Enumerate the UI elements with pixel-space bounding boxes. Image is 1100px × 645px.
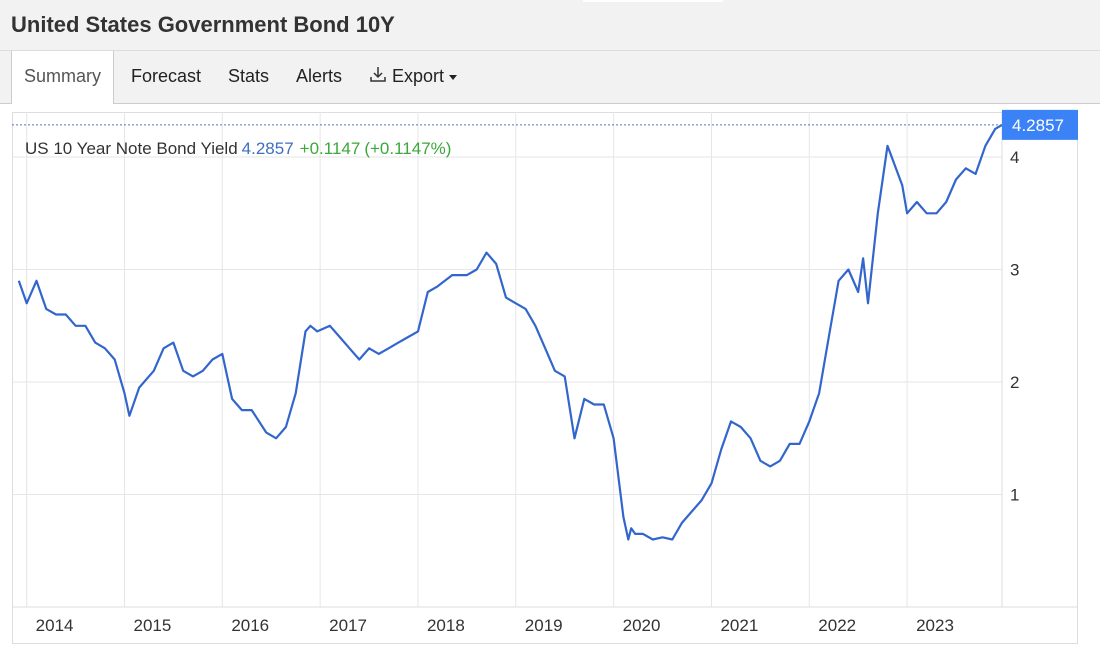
x-tick-label: 2014: [36, 616, 74, 635]
legend-change: +0.1147: [299, 139, 361, 158]
y-tick-label: 2: [1010, 373, 1019, 392]
label-layer: 1 2 3 4 2014 2015 2016 2017 2018 2019 2020 2021 2022…: [36, 109, 1078, 635]
legend-series-name: US 10 Year Note Bond Yield: [25, 139, 238, 158]
x-tick-label: 2015: [134, 616, 172, 635]
chart-frame: [12, 112, 1078, 644]
download-icon: [370, 67, 386, 82]
tab-export-label: Export: [392, 66, 445, 86]
x-tick-label: 2023: [916, 616, 954, 635]
line-layer: [12, 123, 1003, 541]
tab-export[interactable]: Export: [369, 51, 458, 103]
x-tick-label: 2020: [623, 616, 661, 635]
title-bar-gap: [583, 0, 723, 2]
x-tick-label: 2019: [525, 616, 563, 635]
chart-svg: 1 2 3 4 2014 2015 2016 2017 2018 2019 2020 2021 2022…: [12, 109, 1078, 635]
chart-area: 1 2 3 4 2014 2015 2016 2017 2018 2019 2020 2021 2022…: [0, 104, 1100, 645]
x-tick-label: 2022: [818, 616, 856, 635]
x-tick-label: 2018: [427, 616, 465, 635]
chevron-down-icon: [449, 74, 458, 80]
last-value-label: 4.2857: [1012, 116, 1064, 135]
last-value-badge: [1002, 109, 1078, 140]
tab-summary[interactable]: Summary: [11, 51, 115, 104]
legend: US 10 Year Note Bond Yield 4.2857 +0.1147(…: [25, 139, 451, 159]
tab-forecast[interactable]: Forecast: [131, 66, 202, 86]
x-tick-label: 2017: [329, 616, 367, 635]
legend-change-pct: (+0.1147%): [364, 139, 452, 158]
grid-layer: [12, 112, 1078, 608]
tab-stats[interactable]: Stats: [228, 66, 270, 86]
tab-bar: Summary Forecast Stats Alerts Export: [0, 51, 1100, 104]
y-tick-label: 1: [1010, 486, 1019, 505]
x-tick-label: 2021: [720, 616, 758, 635]
title-bar: United States Government Bond 10Y: [0, 0, 1100, 51]
series-line: [17, 123, 1003, 541]
y-tick-label: 4: [1010, 148, 1019, 167]
y-tick-label: 3: [1010, 261, 1019, 280]
tab-alerts[interactable]: Alerts: [296, 66, 343, 86]
page-title: United States Government Bond 10Y: [11, 12, 395, 37]
legend-value: 4.2857: [241, 139, 294, 158]
x-tick-label: 2016: [231, 616, 269, 635]
